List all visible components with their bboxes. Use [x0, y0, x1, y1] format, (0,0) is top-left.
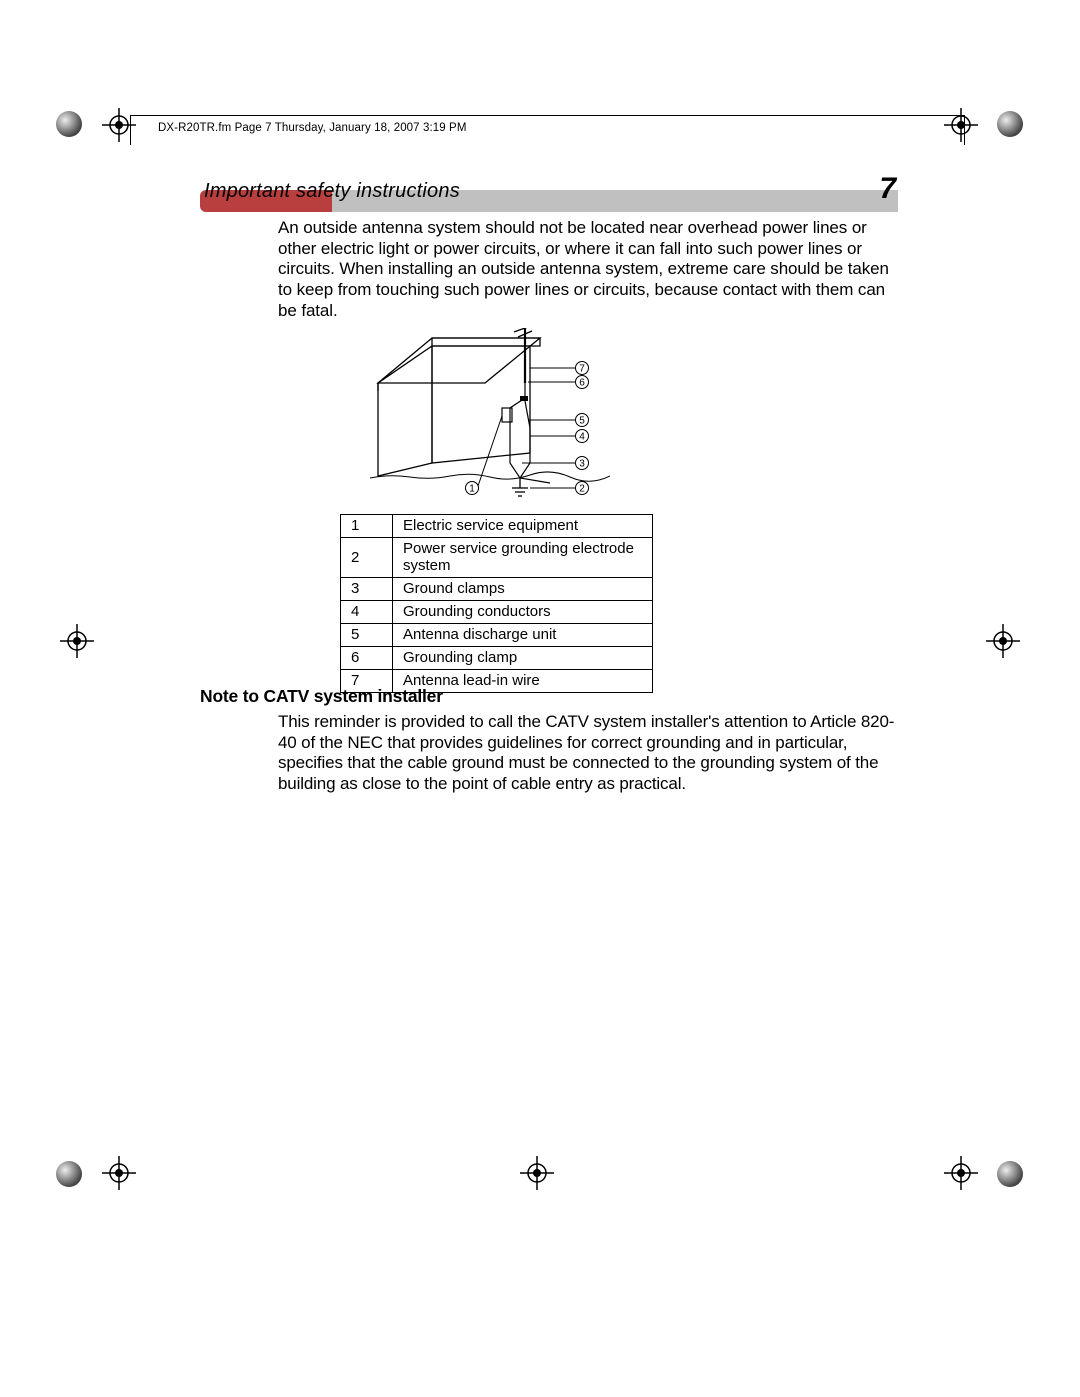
legend-text: Electric service equipment	[393, 515, 653, 538]
table-row: 1Electric service equipment	[341, 515, 653, 538]
corner-sphere-tl	[55, 110, 83, 143]
callout-5: 5	[579, 416, 585, 427]
legend-num: 4	[341, 601, 393, 624]
callout-1: 1	[469, 484, 475, 495]
legend-num: 5	[341, 624, 393, 647]
legend-text: Antenna discharge unit	[393, 624, 653, 647]
crosshair-left-mid	[60, 624, 94, 663]
page-meta-line: DX-R20TR.fm Page 7 Thursday, January 18,…	[158, 122, 467, 134]
legend-num: 2	[341, 538, 393, 578]
corner-sphere-bl	[55, 1160, 83, 1193]
callout-4: 4	[579, 432, 585, 443]
legend-text: Ground clamps	[393, 578, 653, 601]
legend-text: Grounding clamp	[393, 647, 653, 670]
legend-num: 3	[341, 578, 393, 601]
legend-num: 1	[341, 515, 393, 538]
crosshair-right-mid	[986, 624, 1020, 663]
callout-7: 7	[579, 364, 585, 375]
legend-text: Grounding conductors	[393, 601, 653, 624]
section-title: Important safety instructions	[204, 180, 460, 203]
corner-sphere-br	[996, 1160, 1024, 1193]
legend-text: Power service grounding electrode system	[393, 538, 653, 578]
corner-sphere-tr	[996, 110, 1024, 143]
callout-2: 2	[579, 484, 585, 495]
table-row: 6Grounding clamp	[341, 647, 653, 670]
crosshair-bot-right	[944, 1156, 978, 1195]
legend-table: 1Electric service equipment 2Power servi…	[340, 514, 653, 693]
legend-num: 6	[341, 647, 393, 670]
body-paragraph: An outside antenna system should not be …	[278, 218, 898, 322]
note-paragraph: This reminder is provided to call the CA…	[278, 712, 898, 795]
callout-3: 3	[579, 459, 585, 470]
grounding-diagram: 7 6 5 4 3 2 1	[370, 328, 610, 508]
table-row: 4Grounding conductors	[341, 601, 653, 624]
table-row: 5Antenna discharge unit	[341, 624, 653, 647]
crosshair-bot-mid	[520, 1156, 554, 1195]
note-heading: Note to CATV system installer	[200, 686, 443, 707]
crosshair-bot-left	[102, 1156, 136, 1195]
callout-6: 6	[579, 378, 585, 389]
table-row: 3Ground clamps	[341, 578, 653, 601]
table-row: 2Power service grounding electrode syste…	[341, 538, 653, 578]
page-number: 7	[879, 172, 896, 206]
